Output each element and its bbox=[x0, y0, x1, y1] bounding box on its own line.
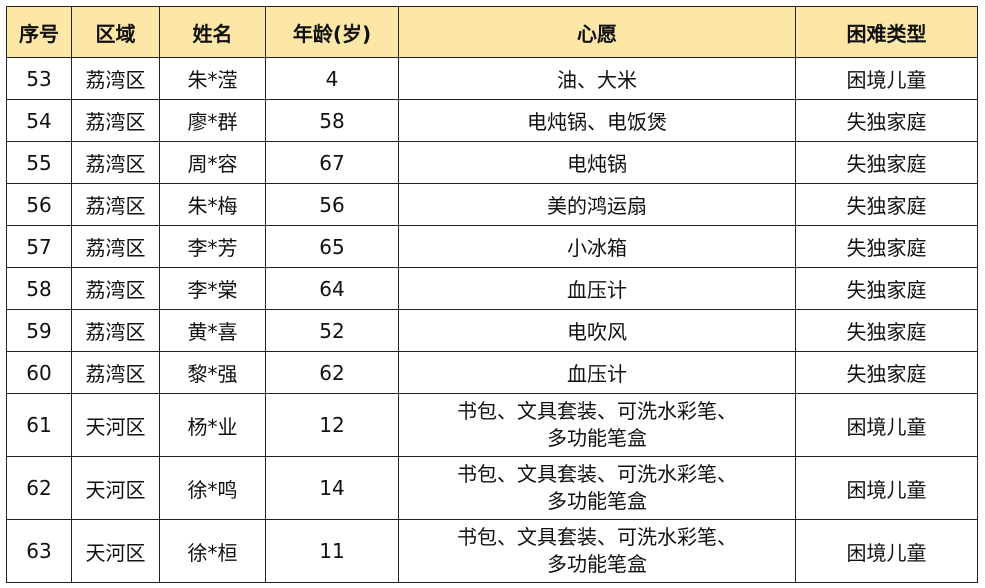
table-row: 61 天河区 杨*业 12 书包、文具套装、可洗水彩笔、 多功能笔盒 困境儿童 bbox=[6, 393, 978, 457]
cell-wish: 油、大米 bbox=[398, 57, 796, 100]
cell-wish: 电吹风 bbox=[398, 309, 796, 352]
table-row: 54 荔湾区 廖*群 58 电炖锅、电饭煲 失独家庭 bbox=[6, 99, 978, 142]
table-row: 62 天河区 徐*鸣 14 书包、文具套装、可洗水彩笔、 多功能笔盒 困境儿童 bbox=[6, 456, 978, 520]
cell-age: 64 bbox=[265, 267, 399, 310]
cell-age: 11 bbox=[265, 519, 399, 583]
cell-district: 荔湾区 bbox=[71, 183, 160, 226]
col-header-age: 年龄(岁) bbox=[265, 6, 399, 58]
table-row: 56 荔湾区 朱*梅 56 美的鸿运扇 失独家庭 bbox=[6, 183, 978, 226]
cell-name: 杨*业 bbox=[159, 393, 266, 457]
col-header-hardship-type: 困难类型 bbox=[795, 6, 978, 58]
cell-name: 朱*滢 bbox=[159, 57, 266, 100]
cell-hardship-type: 困境儿童 bbox=[795, 393, 978, 457]
cell-age: 12 bbox=[265, 393, 399, 457]
cell-index: 53 bbox=[6, 57, 72, 100]
cell-wish: 小冰箱 bbox=[398, 225, 796, 268]
cell-age: 58 bbox=[265, 99, 399, 142]
cell-age: 52 bbox=[265, 309, 399, 352]
cell-index: 54 bbox=[6, 99, 72, 142]
cell-name: 徐*桓 bbox=[159, 519, 266, 583]
cell-age: 56 bbox=[265, 183, 399, 226]
cell-hardship-type: 困境儿童 bbox=[795, 456, 978, 520]
cell-hardship-type: 困境儿童 bbox=[795, 57, 978, 100]
cell-index: 60 bbox=[6, 351, 72, 394]
cell-district: 天河区 bbox=[71, 393, 160, 457]
wish-table: 序号 区域 姓名 年龄(岁) 心愿 困难类型 53 荔湾区 朱*滢 4 油、大米… bbox=[6, 6, 978, 583]
table-row: 53 荔湾区 朱*滢 4 油、大米 困境儿童 bbox=[6, 57, 978, 100]
cell-district: 天河区 bbox=[71, 519, 160, 583]
cell-hardship-type: 失独家庭 bbox=[795, 99, 978, 142]
cell-wish: 书包、文具套装、可洗水彩笔、 多功能笔盒 bbox=[398, 393, 796, 457]
cell-index: 59 bbox=[6, 309, 72, 352]
cell-district: 荔湾区 bbox=[71, 141, 160, 184]
cell-district: 荔湾区 bbox=[71, 99, 160, 142]
cell-index: 63 bbox=[6, 519, 72, 583]
cell-district: 荔湾区 bbox=[71, 57, 160, 100]
cell-age: 62 bbox=[265, 351, 399, 394]
cell-name: 徐*鸣 bbox=[159, 456, 266, 520]
cell-index: 62 bbox=[6, 456, 72, 520]
col-header-wish: 心愿 bbox=[398, 6, 796, 58]
col-header-name: 姓名 bbox=[159, 6, 266, 58]
cell-hardship-type: 失独家庭 bbox=[795, 267, 978, 310]
cell-wish: 血压计 bbox=[398, 267, 796, 310]
cell-index: 55 bbox=[6, 141, 72, 184]
cell-age: 65 bbox=[265, 225, 399, 268]
cell-wish: 美的鸿运扇 bbox=[398, 183, 796, 226]
table-row: 60 荔湾区 黎*强 62 血压计 失独家庭 bbox=[6, 351, 978, 394]
cell-hardship-type: 失独家庭 bbox=[795, 225, 978, 268]
cell-name: 周*容 bbox=[159, 141, 266, 184]
cell-hardship-type: 失独家庭 bbox=[795, 351, 978, 394]
cell-district: 荔湾区 bbox=[71, 309, 160, 352]
cell-age: 14 bbox=[265, 456, 399, 520]
cell-age: 4 bbox=[265, 57, 399, 100]
cell-index: 56 bbox=[6, 183, 72, 226]
table-row: 63 天河区 徐*桓 11 书包、文具套装、可洗水彩笔、 多功能笔盒 困境儿童 bbox=[6, 519, 978, 583]
table-row: 55 荔湾区 周*容 67 电炖锅 失独家庭 bbox=[6, 141, 978, 184]
cell-wish: 书包、文具套装、可洗水彩笔、 多功能笔盒 bbox=[398, 519, 796, 583]
cell-index: 58 bbox=[6, 267, 72, 310]
cell-index: 61 bbox=[6, 393, 72, 457]
cell-name: 李*芳 bbox=[159, 225, 266, 268]
col-header-index: 序号 bbox=[6, 6, 72, 58]
cell-district: 荔湾区 bbox=[71, 225, 160, 268]
cell-index: 57 bbox=[6, 225, 72, 268]
cell-wish: 电炖锅 bbox=[398, 141, 796, 184]
cell-wish: 书包、文具套装、可洗水彩笔、 多功能笔盒 bbox=[398, 456, 796, 520]
cell-district: 荔湾区 bbox=[71, 267, 160, 310]
cell-wish: 电炖锅、电饭煲 bbox=[398, 99, 796, 142]
cell-name: 廖*群 bbox=[159, 99, 266, 142]
cell-district: 荔湾区 bbox=[71, 351, 160, 394]
header-row: 序号 区域 姓名 年龄(岁) 心愿 困难类型 bbox=[6, 6, 978, 58]
cell-name: 黄*喜 bbox=[159, 309, 266, 352]
cell-wish: 血压计 bbox=[398, 351, 796, 394]
col-header-district: 区域 bbox=[71, 6, 160, 58]
cell-hardship-type: 困境儿童 bbox=[795, 519, 978, 583]
cell-hardship-type: 失独家庭 bbox=[795, 309, 978, 352]
cell-hardship-type: 失独家庭 bbox=[795, 141, 978, 184]
cell-age: 67 bbox=[265, 141, 399, 184]
table-row: 57 荔湾区 李*芳 65 小冰箱 失独家庭 bbox=[6, 225, 978, 268]
cell-name: 朱*梅 bbox=[159, 183, 266, 226]
cell-name: 李*棠 bbox=[159, 267, 266, 310]
table-row: 58 荔湾区 李*棠 64 血压计 失独家庭 bbox=[6, 267, 978, 310]
table-row: 59 荔湾区 黄*喜 52 电吹风 失独家庭 bbox=[6, 309, 978, 352]
cell-hardship-type: 失独家庭 bbox=[795, 183, 978, 226]
cell-district: 天河区 bbox=[71, 456, 160, 520]
cell-name: 黎*强 bbox=[159, 351, 266, 394]
